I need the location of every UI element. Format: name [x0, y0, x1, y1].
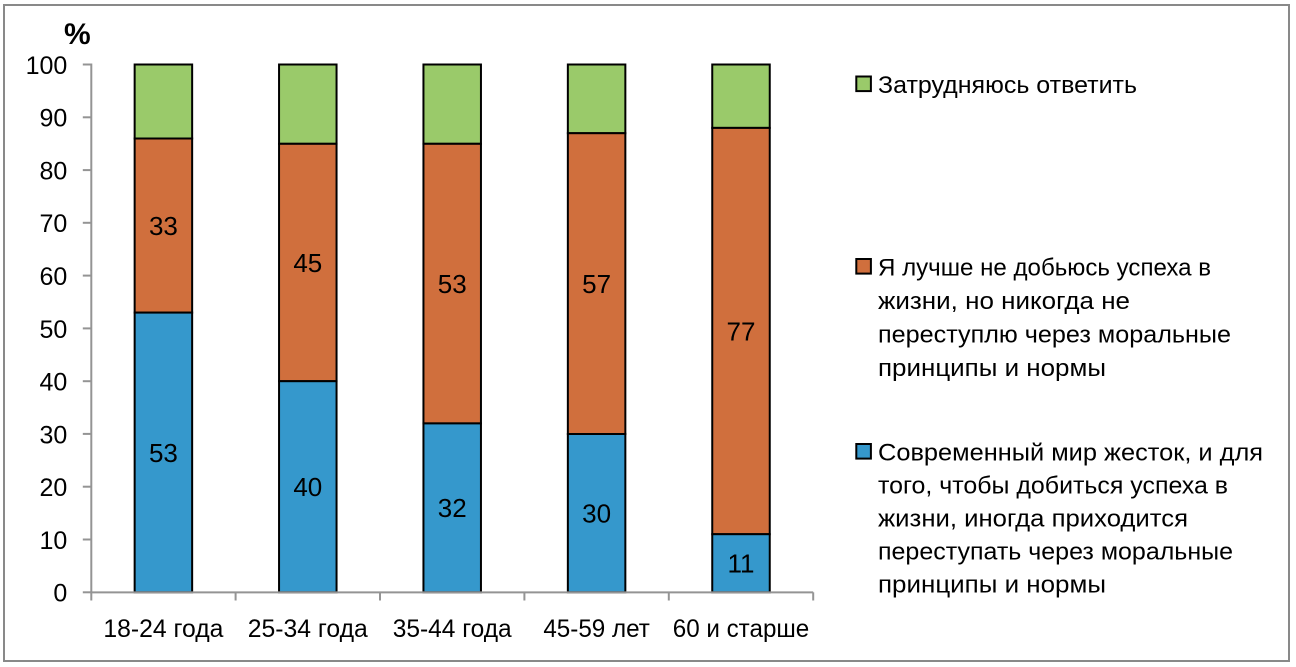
svg-text:того, чтобы добиться успеха в: того, чтобы добиться успеха в — [878, 472, 1228, 499]
svg-text:90: 90 — [39, 105, 67, 133]
svg-text:Я лучше не добьюсь успеха в: Я лучше не добьюсь успеха в — [878, 254, 1211, 281]
svg-text:70: 70 — [39, 210, 67, 238]
svg-text:принципы и нормы: принципы и нормы — [878, 355, 1106, 382]
svg-text:Современный мир жесток, и для: Современный мир жесток, и для — [878, 439, 1263, 466]
svg-text:40: 40 — [293, 472, 322, 502]
svg-text:переступать через моральные: переступать через моральные — [878, 538, 1233, 565]
svg-text:35-44 года: 35-44 года — [393, 615, 512, 643]
svg-text:30: 30 — [582, 499, 611, 529]
svg-text:%: % — [64, 18, 91, 51]
svg-text:25-34 года: 25-34 года — [248, 615, 368, 643]
svg-text:100: 100 — [26, 52, 68, 80]
svg-text:30: 30 — [39, 421, 67, 449]
svg-text:77: 77 — [727, 316, 756, 346]
svg-text:10: 10 — [39, 527, 67, 555]
svg-text:60 и старше: 60 и старше — [673, 615, 810, 643]
svg-text:жизни, иногда приходится: жизни, иногда приходится — [878, 505, 1188, 532]
svg-text:45: 45 — [293, 248, 322, 278]
svg-text:принципы и нормы: принципы и нормы — [878, 571, 1106, 598]
svg-text:32: 32 — [438, 493, 467, 523]
svg-text:переступлю через моральные: переступлю через моральные — [878, 322, 1231, 349]
svg-text:80: 80 — [39, 158, 67, 186]
svg-text:18-24 года: 18-24 года — [103, 615, 223, 643]
svg-text:50: 50 — [39, 316, 67, 344]
svg-text:Затрудняюсь ответить: Затрудняюсь ответить — [878, 72, 1137, 99]
svg-text:53: 53 — [149, 438, 178, 468]
svg-text:57: 57 — [582, 269, 611, 299]
svg-text:53: 53 — [438, 269, 467, 299]
svg-text:40: 40 — [39, 369, 67, 397]
svg-text:60: 60 — [39, 263, 67, 291]
svg-text:33: 33 — [149, 211, 178, 241]
svg-text:жизни, но никогда не: жизни, но никогда не — [878, 288, 1130, 315]
svg-text:11: 11 — [728, 549, 755, 579]
svg-text:45-59 лет: 45-59 лет — [543, 615, 650, 643]
svg-text:20: 20 — [39, 474, 67, 502]
svg-text:0: 0 — [53, 580, 67, 608]
